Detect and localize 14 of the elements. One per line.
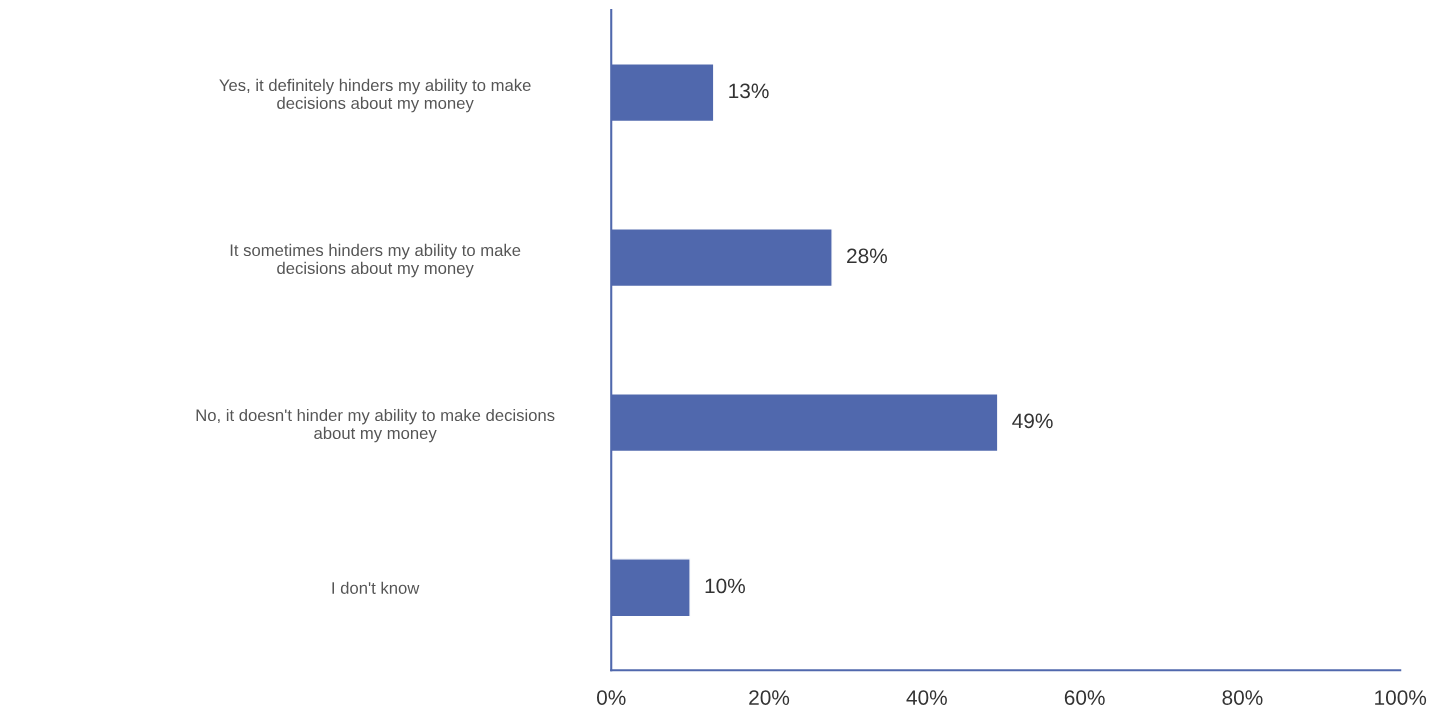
y-tick-label: It sometimes hinders my ability to make decisions about my money — [230, 243, 521, 278]
data-label: 28% — [847, 248, 887, 264]
data-label: 13% — [729, 83, 769, 99]
x-tick-label: 0% — [596, 690, 626, 705]
data-label: 10% — [705, 578, 745, 594]
x-tick-label: 20% — [749, 690, 790, 705]
x-tick-label: 80% — [1222, 690, 1263, 705]
y-tick-label: I don't know — [332, 581, 420, 594]
x-tick-label: 100% — [1375, 690, 1427, 705]
x-tick-label: 60% — [1064, 690, 1105, 705]
y-tick-label: No, it doesn't hinder my ability to make decisions about my money — [196, 408, 555, 443]
data-label: 49% — [1012, 413, 1053, 429]
x-tick-label: 40% — [906, 690, 947, 705]
y-tick-label: Yes, it definitely hinders my ability to make decisions about my money — [219, 78, 531, 113]
